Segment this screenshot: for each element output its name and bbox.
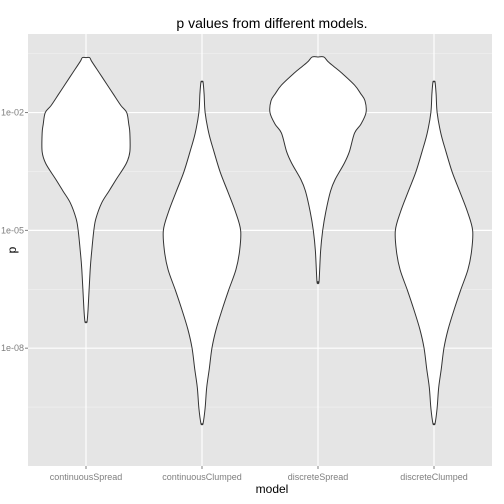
y-tick-label: 1e-05 (1, 225, 24, 235)
y-axis-title: p (5, 246, 19, 253)
violin-continuousClumped (162, 80, 242, 426)
x-axis-ticks: continuousSpread continuousClumped discret… (50, 466, 468, 482)
y-axis-ticks: 1e-02 1e-05 1e-08 (1, 108, 28, 353)
x-axis-title: model (256, 482, 289, 496)
violin-discreteSpread (269, 56, 367, 285)
x-tick-label: continuousSpread (50, 472, 123, 482)
violins (41, 56, 474, 426)
x-tick-label: continuousClumped (162, 472, 242, 482)
violin-continuousSpread (41, 56, 131, 324)
x-tick-label: discreteClumped (400, 472, 468, 482)
y-tick-label: 1e-08 (1, 343, 24, 353)
y-tick-label: 1e-02 (1, 108, 24, 118)
violin-discreteClumped (394, 80, 474, 426)
x-tick-label: discreteSpread (288, 472, 349, 482)
chart-title: p values from different models. (176, 15, 367, 31)
